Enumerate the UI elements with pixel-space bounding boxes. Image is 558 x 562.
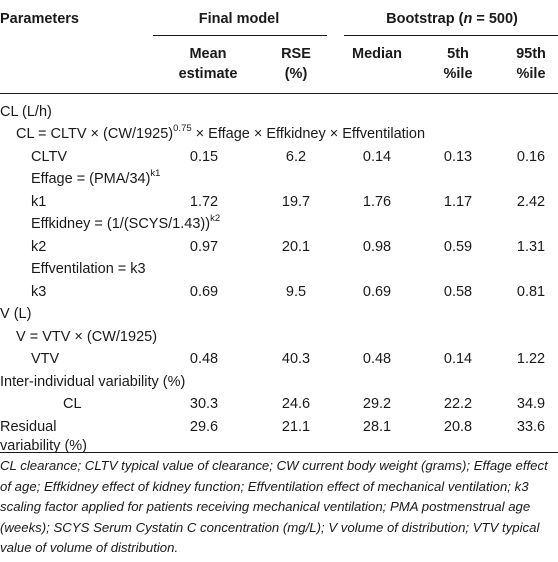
effage-equation: Effage = (PMA/34)k1 bbox=[31, 168, 161, 187]
vtv-p5: 0.14 bbox=[443, 351, 473, 367]
residual-median: 28.1 bbox=[362, 419, 392, 435]
vtv-mean: 0.48 bbox=[189, 351, 219, 367]
iiv-cl-median: 29.2 bbox=[362, 396, 392, 412]
k3-median: 0.69 bbox=[362, 284, 392, 300]
cl-equation: CL = CLTV × (CW/1925)0.75 × Effage × Eff… bbox=[16, 123, 426, 142]
k2-p95: 1.31 bbox=[516, 239, 546, 255]
k2-rse: 20.1 bbox=[281, 239, 311, 255]
iiv-section-label: Inter-individual variability (%) bbox=[0, 374, 186, 390]
k1-median: 1.76 bbox=[362, 194, 392, 210]
vtv-median: 0.48 bbox=[362, 351, 392, 367]
k1-p95: 2.42 bbox=[516, 194, 546, 210]
vtv-rse: 40.3 bbox=[281, 351, 311, 367]
header-rse-unit: (%) bbox=[284, 66, 308, 82]
header-parameters: Parameters bbox=[0, 11, 79, 27]
residual-rse: 21.1 bbox=[281, 419, 311, 435]
k3-mean: 0.69 bbox=[189, 284, 219, 300]
v-equation: V = VTV × (CW/1925) bbox=[16, 329, 158, 345]
iiv-cl-label: CL bbox=[63, 396, 82, 412]
cl-section-label: CL (L/h) bbox=[0, 104, 52, 120]
iiv-cl-rse: 24.6 bbox=[281, 396, 311, 412]
vtv-p95: 1.22 bbox=[516, 351, 546, 367]
v-section-label: V (L) bbox=[0, 306, 32, 322]
iiv-cl-mean: 30.3 bbox=[189, 396, 219, 412]
residual-p95: 33.6 bbox=[516, 419, 546, 435]
header-bottom-rule bbox=[0, 93, 558, 94]
cltv-median: 0.14 bbox=[362, 149, 392, 165]
header-mean: Mean bbox=[189, 46, 227, 62]
effkidney-equation: Effkidney = (1/(SCYS/1.43))k2 bbox=[31, 213, 221, 232]
header-estimate: estimate bbox=[178, 66, 238, 82]
k1-rse: 19.7 bbox=[281, 194, 311, 210]
header-bootstrap: Bootstrap (n = 500) bbox=[386, 11, 518, 27]
k2-label: k2 bbox=[31, 239, 47, 255]
k3-rse: 9.5 bbox=[285, 284, 307, 300]
residual-p5: 20.8 bbox=[443, 419, 473, 435]
table-footnote: CL clearance; CLTV typical value of clea… bbox=[0, 458, 548, 555]
k3-p95: 0.81 bbox=[516, 284, 546, 300]
bootstrap-underline bbox=[344, 35, 558, 36]
cltv-rse: 6.2 bbox=[285, 149, 307, 165]
cltv-label: CLTV bbox=[31, 149, 67, 165]
header-p5: 5th bbox=[447, 46, 469, 62]
k1-mean: 1.72 bbox=[189, 194, 219, 210]
k2-median: 0.98 bbox=[362, 239, 392, 255]
k3-p5: 0.58 bbox=[443, 284, 473, 300]
vtv-label: VTV bbox=[31, 351, 60, 367]
cltv-mean: 0.15 bbox=[189, 149, 219, 165]
header-p95-ile: %ile bbox=[516, 66, 546, 82]
k2-mean: 0.97 bbox=[189, 239, 219, 255]
k3-label: k3 bbox=[31, 284, 47, 300]
k1-p5: 1.17 bbox=[443, 194, 473, 210]
header-median: Median bbox=[352, 46, 402, 62]
effventilation-equation: Effventilation = k3 bbox=[31, 261, 146, 277]
final-model-underline bbox=[153, 35, 327, 36]
iiv-cl-p5: 22.2 bbox=[443, 396, 473, 412]
iiv-cl-p95: 34.9 bbox=[516, 396, 546, 412]
residual-label-2: variability (%) bbox=[0, 438, 88, 454]
header-final-model: Final model bbox=[198, 11, 280, 27]
cltv-p5: 0.13 bbox=[443, 149, 473, 165]
header-rse: RSE bbox=[281, 46, 311, 62]
residual-label-1: Residual bbox=[0, 419, 57, 435]
k2-p5: 0.59 bbox=[443, 239, 473, 255]
k1-label: k1 bbox=[31, 194, 47, 210]
cltv-p95: 0.16 bbox=[516, 149, 546, 165]
header-p95: 95th bbox=[516, 46, 546, 62]
table-bottom-rule bbox=[0, 452, 558, 453]
residual-mean: 29.6 bbox=[189, 419, 219, 435]
header-p5-ile: %ile bbox=[443, 66, 473, 82]
